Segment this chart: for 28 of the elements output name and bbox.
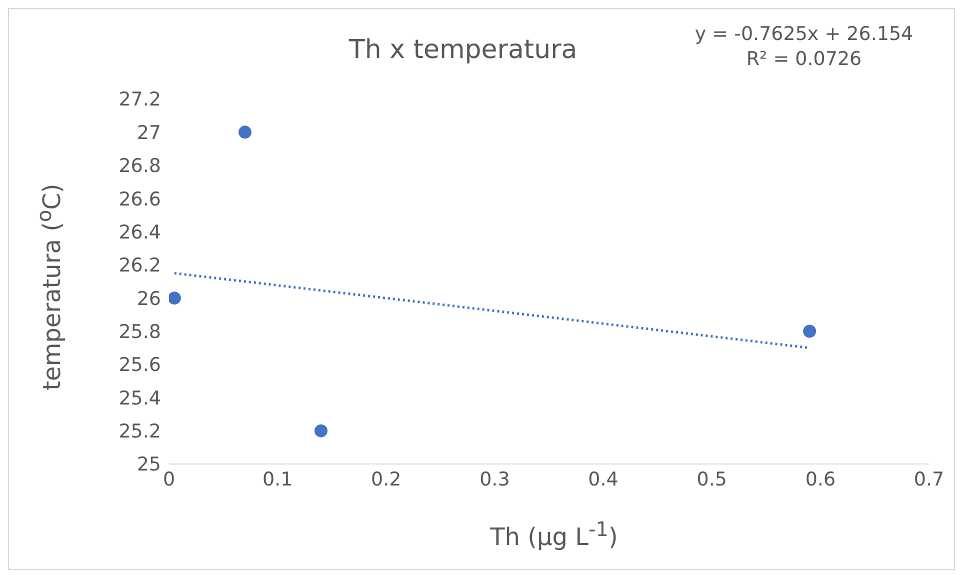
x-tick-label: 0.5 bbox=[696, 468, 727, 490]
x-tick-label: 0.1 bbox=[262, 468, 293, 490]
text: R² = 0.0726 bbox=[745, 48, 863, 70]
chart-title: Th x temperatura bbox=[349, 35, 578, 65]
x-tick-label: 0.2 bbox=[371, 468, 402, 490]
y-tick-label: 26.6 bbox=[118, 188, 161, 210]
y-tick-label: 27 bbox=[136, 122, 161, 144]
y-tick-label: 26.4 bbox=[118, 221, 161, 244]
y-tick-label: 26.2 bbox=[118, 254, 161, 277]
y-tick-label: 25.2 bbox=[118, 420, 161, 443]
x-tick-label: 0.6 bbox=[805, 468, 836, 490]
x-axis-title: Th (µg L$^{-1}$) bbox=[489, 517, 619, 551]
point bbox=[314, 424, 328, 438]
x-tick-label: 0.4 bbox=[588, 468, 618, 490]
x-tick-label: 0 bbox=[162, 468, 176, 490]
y-tick-label: 25.4 bbox=[118, 387, 161, 410]
point bbox=[169, 292, 181, 305]
x-tick-label: 0.3 bbox=[480, 468, 510, 490]
x-tick-label: 0.7 bbox=[914, 468, 944, 490]
y-tick-label: 25 bbox=[136, 454, 161, 476]
y-tick-label: 26.8 bbox=[118, 155, 161, 178]
point bbox=[803, 324, 816, 338]
y-tick-label: 25.8 bbox=[118, 321, 161, 344]
y-tick-label: 25.6 bbox=[118, 354, 161, 376]
text: y = -0.7625x + 26.154 bbox=[694, 23, 914, 45]
point bbox=[238, 126, 252, 139]
y-tick-label: 27.2 bbox=[118, 88, 161, 111]
y-tick-label: 26 bbox=[136, 288, 161, 310]
